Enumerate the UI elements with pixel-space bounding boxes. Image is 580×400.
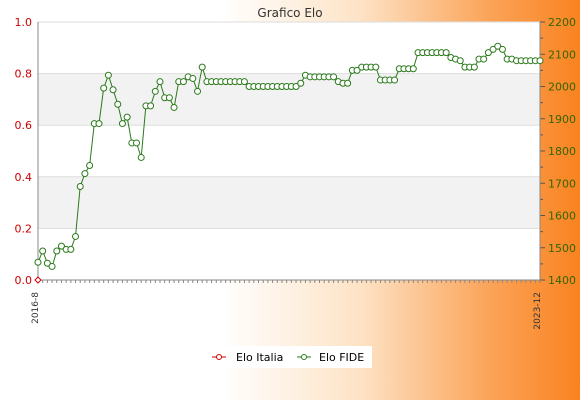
elo-fide-point <box>391 76 399 84</box>
y-right-tick-label: 1800 <box>548 145 576 158</box>
elo-fide-point <box>147 102 155 110</box>
grid-band <box>38 73 540 126</box>
elo-fide-point <box>86 162 94 170</box>
elo-fide-point <box>67 245 75 253</box>
y-left-tick-label: 0.8 <box>15 68 33 81</box>
elo-fide-point <box>442 49 450 57</box>
series-layer <box>34 42 544 284</box>
y-right-tick-label: 2100 <box>548 48 576 61</box>
y-right-tick-label: 1900 <box>548 113 576 126</box>
elo-fide-point <box>344 79 352 87</box>
elo-fide-point <box>179 78 187 86</box>
y-left-tick-label: 1.0 <box>15 16 33 29</box>
elo-fide-point <box>292 83 300 90</box>
elo-fide-point <box>194 87 202 95</box>
elo-fide-point <box>53 247 61 255</box>
elo-fide-point <box>100 84 108 92</box>
elo-fide-point <box>198 63 206 71</box>
elo-fide-point <box>151 87 159 95</box>
elo-fide-point <box>57 242 65 250</box>
elo-fide-point <box>372 63 380 71</box>
elo-fide-point <box>165 94 173 102</box>
elo-fide-point <box>43 259 51 267</box>
legend-marker-elo-fide <box>301 354 307 360</box>
elo-fide-point <box>297 79 305 87</box>
elo-fide-point <box>456 57 464 65</box>
elo-fide-point <box>353 66 361 74</box>
elo-fide-point <box>484 49 492 57</box>
elo-fide-point <box>170 103 178 111</box>
y-left-tick-label: 0.6 <box>15 119 33 132</box>
plot-background <box>38 22 540 280</box>
elo-fide-point <box>137 153 145 161</box>
plot-area <box>38 22 540 280</box>
elo-fide-point <box>240 78 248 86</box>
y-right-tick-label: 1400 <box>548 274 576 287</box>
y-left-tick-label: 0.2 <box>15 222 33 235</box>
elo-fide-point <box>409 65 417 73</box>
elo-fide-point <box>39 247 47 255</box>
elo-fide-point <box>480 55 488 63</box>
elo-fide-point <box>48 262 56 270</box>
elo-fide-point <box>156 78 164 86</box>
grid-band <box>38 176 540 229</box>
legend-label-elo-italia: Elo Italia <box>236 351 283 364</box>
legend-label-elo-fide: Elo FIDE <box>319 351 364 364</box>
elo-fide-point <box>489 45 497 53</box>
elo-fide-point <box>72 232 80 240</box>
elo-fide-point <box>114 100 122 108</box>
x-tick-label-first: 2016-8 <box>31 292 41 324</box>
elo-fide-point <box>34 258 42 266</box>
x-tick-label-last: 2023-12 <box>533 292 543 330</box>
legend-box <box>207 346 372 368</box>
elo-fide-point <box>109 86 117 94</box>
y-right-tick-label: 2200 <box>548 16 576 29</box>
elo-fide-point <box>470 63 478 71</box>
y-right-tick-label: 1500 <box>548 242 576 255</box>
y-left-tick-label: 0.0 <box>15 274 33 287</box>
elo-fide-point <box>536 57 544 65</box>
elo-fide-point <box>76 182 84 190</box>
y-left-tick-label: 0.4 <box>15 171 33 184</box>
elo-fide-point <box>123 113 131 121</box>
y-right-tick-label: 1600 <box>548 210 576 223</box>
elo-fide-point <box>189 74 197 82</box>
elo-fide-point <box>330 73 338 81</box>
axes: 0.0 0.2 0.4 0.6 0.8 1.0 1400 1500 1600 1700 1800 19… <box>15 16 577 330</box>
legend: Elo Italia Elo FIDE <box>207 346 372 368</box>
elo-fide-point <box>104 71 112 79</box>
elo-fide-point <box>133 139 141 147</box>
y-right-tick-label: 2000 <box>548 81 576 94</box>
elo-italia-point <box>34 276 42 284</box>
elo-fide-point <box>494 42 502 50</box>
elo-fide-point <box>95 120 103 128</box>
y-right-tick-label: 1700 <box>548 177 576 190</box>
elo-fide-point <box>81 170 89 178</box>
elo-fide-point <box>118 120 126 128</box>
elo-fide-point <box>498 45 506 53</box>
legend-marker-elo-italia <box>216 354 222 360</box>
chart-title: Grafico Elo <box>257 6 322 20</box>
